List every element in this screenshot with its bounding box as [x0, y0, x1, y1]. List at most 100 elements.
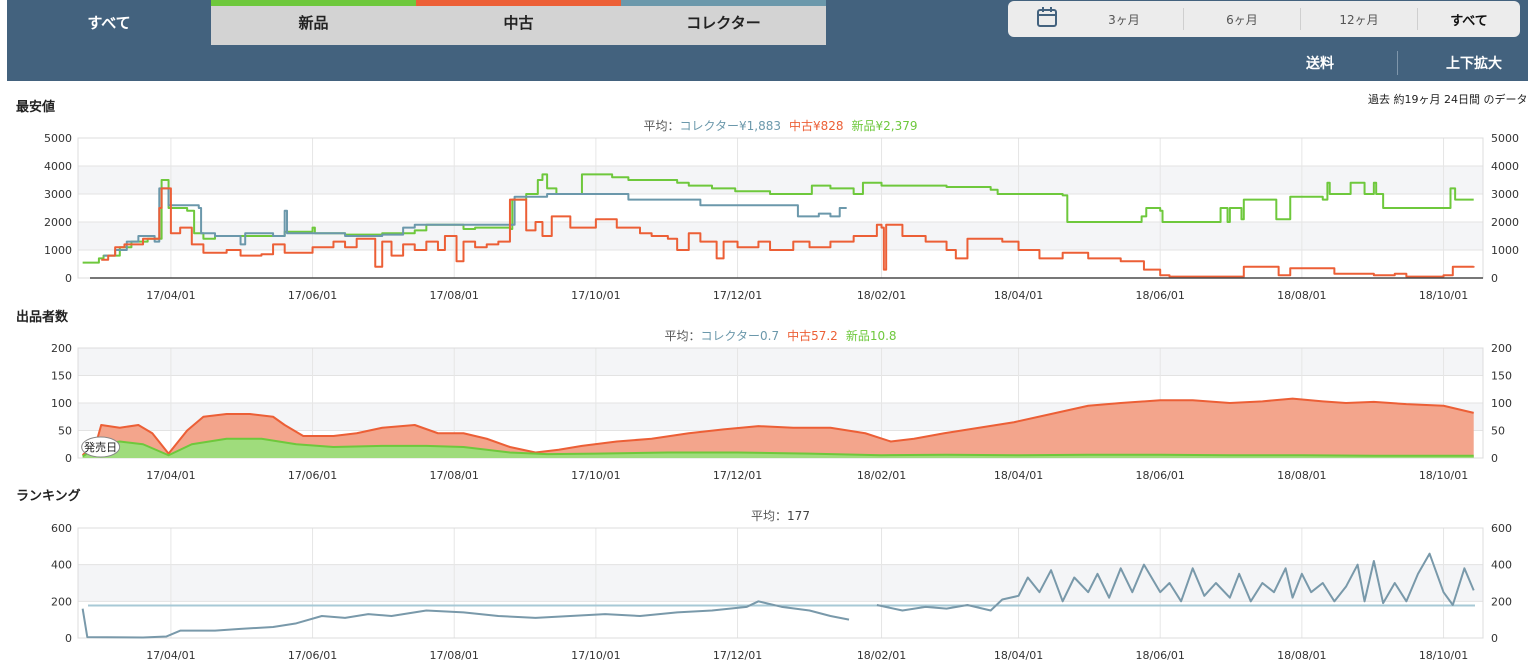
x-tick-label: 17/12/01: [713, 649, 762, 662]
x-tick-label: 18/08/01: [1277, 469, 1326, 482]
y-tick-label-left: 400: [51, 559, 72, 572]
chart-average: 平均：コレクター¥1,883 中古¥828 新品¥2,379: [643, 118, 917, 133]
y-tick-label-left: 3000: [44, 188, 72, 201]
chart-title: 出品者数: [16, 309, 69, 325]
y-tick-label-left: 4000: [44, 160, 72, 173]
plot-band: [78, 138, 1483, 166]
tab-all[interactable]: すべて: [7, 0, 211, 45]
y-tick-label-left: 0: [65, 632, 72, 645]
average-item: 新品¥2,379: [852, 118, 918, 133]
zoom-button[interactable]: 上下拡大: [1418, 45, 1528, 81]
tab-collector-label: コレクター: [686, 14, 761, 32]
chart-average: 平均：コレクター0.7 中古57.2 新品10.8: [664, 328, 896, 343]
tab-used[interactable]: 中古: [416, 0, 621, 45]
tab-new[interactable]: 新品: [211, 0, 416, 45]
chart-title: 最安値: [16, 99, 55, 115]
average-prefix: 平均：: [751, 509, 787, 523]
range-12m-label: 12ヶ月: [1339, 12, 1379, 27]
y-tick-label-left: 200: [51, 342, 72, 355]
x-tick-label: 17/04/01: [146, 649, 195, 662]
tab-used-label: 中古: [503, 14, 534, 32]
x-tick-label: 18/02/01: [857, 469, 906, 482]
range-all[interactable]: すべて: [1418, 1, 1520, 37]
average-item: 中古¥828: [789, 118, 844, 133]
tab-used-stripe: [416, 0, 621, 6]
y-tick-label-right: 100: [1491, 397, 1512, 410]
x-tick-label: 17/10/01: [571, 649, 620, 662]
data-period-note: 過去 約19ヶ月 24日間 のデータ: [1368, 93, 1528, 106]
calendar-icon[interactable]: [1036, 6, 1058, 32]
tab-new-stripe: [211, 0, 416, 6]
y-tick-label-right: 3000: [1491, 188, 1519, 201]
x-tick-label: 17/08/01: [430, 289, 479, 302]
plot-band: [78, 375, 1483, 403]
y-tick-label-left: 0: [65, 272, 72, 285]
average-prefix: 平均：: [643, 119, 679, 133]
plot-band: [78, 250, 1483, 278]
release-marker: [81, 436, 121, 458]
chart-title: ランキング: [16, 488, 81, 504]
y-tick-label-left: 2000: [44, 216, 72, 229]
average-prefix: 平均：: [664, 329, 700, 343]
x-tick-label: 18/02/01: [857, 649, 906, 662]
range-divider: [1417, 8, 1418, 30]
y-tick-label-left: 0: [65, 452, 72, 465]
y-tick-label-right: 2000: [1491, 216, 1519, 229]
tab-collector-stripe: [621, 0, 826, 6]
average-item: コレクター¥1,883: [679, 119, 781, 133]
x-tick-label: 17/06/01: [288, 649, 337, 662]
x-tick-label: 17/06/01: [288, 469, 337, 482]
x-tick-label: 17/10/01: [571, 289, 620, 302]
x-tick-label: 17/04/01: [146, 289, 195, 302]
range-12m[interactable]: 12ヶ月: [1301, 1, 1417, 37]
series-area-used: [82, 398, 1474, 458]
y-tick-label-right: 1000: [1491, 244, 1519, 257]
x-tick-label: 18/06/01: [1135, 289, 1184, 302]
tab-collector[interactable]: コレクター: [621, 0, 826, 45]
subbar-divider: [1397, 51, 1398, 75]
series-line-used: [101, 187, 1475, 278]
y-tick-label-left: 600: [51, 522, 72, 535]
shipping-button[interactable]: 送料: [1262, 45, 1378, 81]
y-tick-label-right: 0: [1491, 272, 1498, 285]
range-all-label: すべて: [1450, 13, 1488, 29]
y-tick-label-right: 0: [1491, 452, 1498, 465]
y-tick-label-right: 5000: [1491, 132, 1519, 145]
average-item: コレクター0.7: [700, 329, 779, 343]
plot-band: [78, 194, 1483, 222]
plot-band: [78, 528, 1483, 565]
x-tick-label: 17/08/01: [430, 649, 479, 662]
range-selector: 3ヶ月 6ヶ月 12ヶ月 すべて: [1008, 1, 1520, 37]
series-area-new: [82, 438, 1474, 458]
x-tick-label: 18/06/01: [1135, 649, 1184, 662]
shipping-label: 送料: [1306, 56, 1334, 72]
y-tick-label-right: 150: [1491, 370, 1512, 383]
y-tick-label-left: 200: [51, 595, 72, 608]
release-label: 発売日: [84, 440, 117, 454]
series-line-used: [81, 397, 1474, 456]
range-3m[interactable]: 3ヶ月: [1066, 1, 1182, 37]
series-line-new: [82, 437, 1474, 458]
zoom-label: 上下拡大: [1446, 56, 1502, 72]
range-6m-label: 6ヶ月: [1226, 12, 1258, 27]
y-tick-label-right: 600: [1491, 522, 1512, 535]
x-tick-label: 17/04/01: [146, 469, 195, 482]
x-tick-label: 18/08/01: [1277, 649, 1326, 662]
y-tick-label-left: 100: [51, 397, 72, 410]
range-3m-label: 3ヶ月: [1108, 12, 1140, 27]
y-tick-label-left: 5000: [44, 132, 72, 145]
range-6m[interactable]: 6ヶ月: [1184, 1, 1300, 37]
x-tick-label: 18/04/01: [994, 469, 1043, 482]
y-tick-label-left: 150: [51, 370, 72, 383]
range-divider: [1183, 8, 1184, 30]
x-tick-label: 18/10/01: [1419, 289, 1468, 302]
tab-new-label: 新品: [298, 14, 329, 32]
y-tick-label-right: 200: [1491, 595, 1512, 608]
x-tick-label: 18/04/01: [994, 649, 1043, 662]
x-tick-label: 17/08/01: [430, 469, 479, 482]
x-tick-label: 18/02/01: [857, 289, 906, 302]
